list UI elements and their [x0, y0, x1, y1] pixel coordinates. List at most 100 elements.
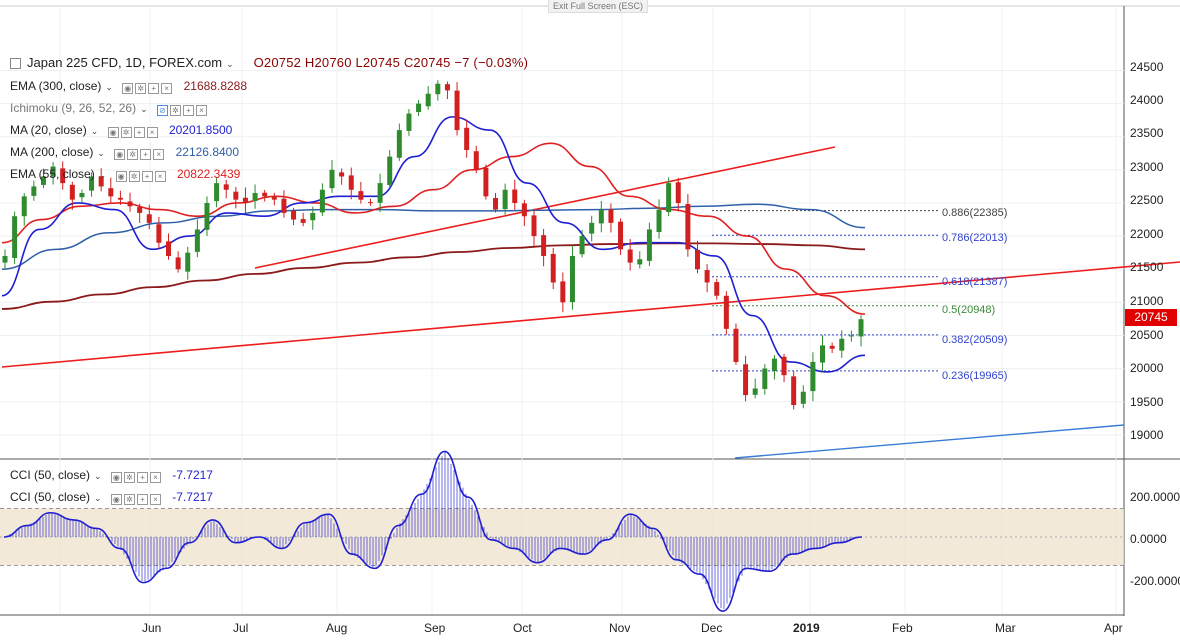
close-icon[interactable]: × — [153, 148, 165, 160]
candle-body — [723, 295, 729, 329]
candle-body — [637, 259, 643, 265]
gear-icon[interactable]: ✲ — [128, 170, 140, 182]
indicator-name[interactable]: EMA (55, close) — [10, 167, 95, 181]
gear-icon[interactable]: ✲ — [169, 104, 181, 116]
indicator-name[interactable]: CCI (50, close) — [10, 468, 91, 482]
ma20-line — [1, 116, 866, 373]
ma200-line — [1, 203, 866, 270]
trendline-red-lower — [1, 261, 1180, 368]
candle-body — [839, 338, 845, 351]
plus-icon[interactable]: + — [140, 148, 152, 160]
candle-body — [454, 90, 460, 131]
close-icon[interactable]: × — [146, 126, 158, 138]
eye-icon[interactable]: ◉ — [107, 126, 119, 138]
indicator-buttons[interactable]: ◉ ✲ + × — [122, 80, 174, 94]
indicator-buttons[interactable]: ◉ ✲ + × — [110, 469, 163, 483]
indicator-name[interactable]: Ichimoku (9, 26, 52, 26) — [10, 101, 137, 115]
indicator-name[interactable]: MA (200, close) — [10, 145, 94, 159]
indicator-buttons[interactable]: ◉ ✲ + × — [114, 146, 166, 160]
cci-legend-1[interactable]: CCI (50, close) ⌄ ◉ ✲ + × -7.7217 — [10, 468, 213, 483]
chevron-down-icon[interactable]: ⌄ — [226, 59, 234, 69]
eye-icon[interactable]: ◉ — [122, 82, 134, 94]
indicator-buttons[interactable]: ◉ ✲ + × — [110, 491, 163, 505]
price-tick: 21500 — [1130, 260, 1164, 274]
eye-icon[interactable]: ◉ — [110, 471, 122, 483]
gear-icon[interactable]: ✲ — [127, 148, 139, 160]
price-tick: 21000 — [1130, 294, 1164, 308]
candle-body — [512, 189, 518, 203]
indicator-value: 21688.8288 — [183, 79, 248, 93]
chevron-down-icon[interactable]: ⌄ — [90, 126, 99, 136]
candle-body — [618, 221, 624, 250]
exit-fullscreen-button[interactable]: Exit Full Screen (ESC) — [548, 0, 649, 13]
plus-icon[interactable]: + — [182, 104, 194, 116]
candle-body — [12, 216, 18, 259]
plus-icon[interactable]: + — [141, 170, 153, 182]
indicator-legend-ma200[interactable]: MA (200, close) ⌄ ◉ ✲ + × 22126.8400 — [10, 145, 239, 160]
candle-body — [108, 188, 114, 197]
candle-body — [194, 229, 200, 252]
candle-body — [829, 345, 835, 349]
trendline-blue — [734, 424, 1125, 459]
plus-icon[interactable]: + — [136, 493, 148, 505]
gear-icon[interactable]: ✲ — [123, 493, 135, 505]
candle-body — [300, 219, 306, 223]
indicator-buttons[interactable]: ◉ ✲ + × — [115, 168, 168, 182]
candle-body — [40, 176, 46, 185]
candle-body — [98, 176, 104, 187]
candle-body — [608, 209, 614, 223]
plus-icon[interactable]: + — [148, 82, 160, 94]
candle-body — [204, 202, 210, 230]
gear-icon[interactable]: ✲ — [120, 126, 132, 138]
close-icon[interactable]: × — [149, 493, 161, 505]
eye-icon[interactable]: ◉ — [115, 170, 127, 182]
candle-body — [733, 328, 739, 362]
indicator-name[interactable]: MA (20, close) — [10, 123, 87, 137]
candle-body — [214, 183, 220, 202]
x-tick: Dec — [701, 621, 723, 635]
indicator-name[interactable]: CCI (50, close) — [10, 490, 91, 504]
chevron-down-icon[interactable]: ⌄ — [97, 148, 105, 158]
candle-body — [281, 198, 287, 213]
candle-body — [791, 376, 797, 406]
candle-body — [271, 197, 277, 200]
candle-body — [329, 169, 335, 189]
indicator-legend-ema300[interactable]: EMA (300, close) ⌄ ◉ ✲ + × 21688.8288 — [10, 79, 247, 94]
gear-icon[interactable]: ✲ — [123, 471, 135, 483]
indicator-buttons[interactable]: ◉ ✲ + × — [107, 124, 160, 138]
candle-body — [69, 184, 75, 200]
candle-body — [858, 319, 864, 337]
close-icon[interactable]: × — [161, 82, 173, 94]
close-icon[interactable]: × — [149, 471, 161, 483]
symbol-name[interactable]: Japan 225 CFD, 1D, FOREX.com — [27, 55, 223, 70]
close-icon[interactable]: × — [154, 170, 166, 182]
close-icon[interactable]: × — [195, 104, 207, 116]
gear-icon[interactable]: ✲ — [135, 82, 147, 94]
indicator-legend-ema55[interactable]: EMA (55, close) ⌄ ◉ ✲ + × 20822.3439 — [10, 167, 240, 182]
chevron-down-icon[interactable]: ⌄ — [94, 493, 102, 503]
hidden-eye-icon[interactable]: ⊘ — [156, 104, 168, 116]
price-tick: 22500 — [1130, 193, 1164, 207]
indicator-legend-ichimoku[interactable]: Ichimoku (9, 26, 52, 26) ⌄ ⊘ ✲ + × — [10, 101, 209, 116]
indicator-name[interactable]: EMA (300, close) — [10, 79, 102, 93]
indicator-buttons[interactable]: ⊘ ✲ + × — [156, 102, 209, 116]
candle-body — [483, 167, 489, 197]
chevron-down-icon[interactable]: ⌄ — [140, 104, 148, 114]
indicator-legend-ma20[interactable]: MA (20, close) ⌄ ◉ ✲ + × 20201.8500 — [10, 123, 232, 138]
eye-icon[interactable]: ◉ — [110, 493, 122, 505]
chevron-down-icon[interactable]: ⌄ — [98, 170, 107, 180]
eye-icon[interactable]: ◉ — [114, 148, 126, 160]
plus-icon[interactable]: + — [133, 126, 145, 138]
chevron-down-icon[interactable]: ⌄ — [94, 471, 102, 481]
candle-body — [223, 184, 229, 190]
plus-icon[interactable]: + — [136, 471, 148, 483]
cci-legend-2[interactable]: CCI (50, close) ⌄ ◉ ✲ + × -7.7217 — [10, 490, 213, 505]
candle-body — [435, 83, 441, 95]
indicator-value: 20201.8500 — [168, 123, 233, 137]
price-tick: 24000 — [1130, 93, 1164, 107]
chevron-down-icon[interactable]: ⌄ — [105, 82, 113, 92]
candle-body — [781, 356, 787, 376]
collapse-icon[interactable] — [10, 58, 21, 70]
candle-body — [598, 209, 604, 224]
